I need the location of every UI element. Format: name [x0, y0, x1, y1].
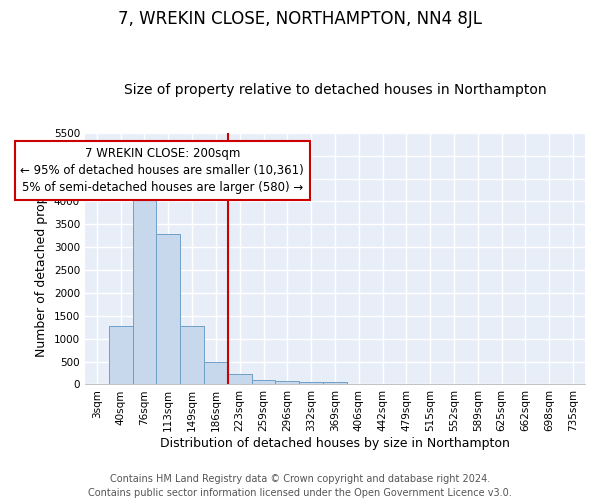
Bar: [133, 186, 157, 384]
Text: 7, WREKIN CLOSE, NORTHAMPTON, NN4 8JL: 7, WREKIN CLOSE, NORTHAMPTON, NN4 8JL: [118, 10, 482, 28]
X-axis label: Distribution of detached houses by size in Northampton: Distribution of detached houses by size …: [160, 437, 510, 450]
Bar: [323, 382, 347, 384]
Y-axis label: Number of detached properties: Number of detached properties: [35, 160, 48, 357]
Bar: [228, 374, 251, 384]
Bar: [157, 234, 180, 384]
Text: Contains HM Land Registry data © Crown copyright and database right 2024.
Contai: Contains HM Land Registry data © Crown c…: [88, 474, 512, 498]
Bar: [180, 326, 204, 384]
Bar: [251, 380, 275, 384]
Bar: [204, 362, 228, 384]
Text: 7 WREKIN CLOSE: 200sqm
← 95% of detached houses are smaller (10,361)
5% of semi-: 7 WREKIN CLOSE: 200sqm ← 95% of detached…: [20, 146, 304, 194]
Bar: [109, 326, 133, 384]
Bar: [299, 382, 323, 384]
Bar: [275, 381, 299, 384]
Title: Size of property relative to detached houses in Northampton: Size of property relative to detached ho…: [124, 83, 546, 97]
